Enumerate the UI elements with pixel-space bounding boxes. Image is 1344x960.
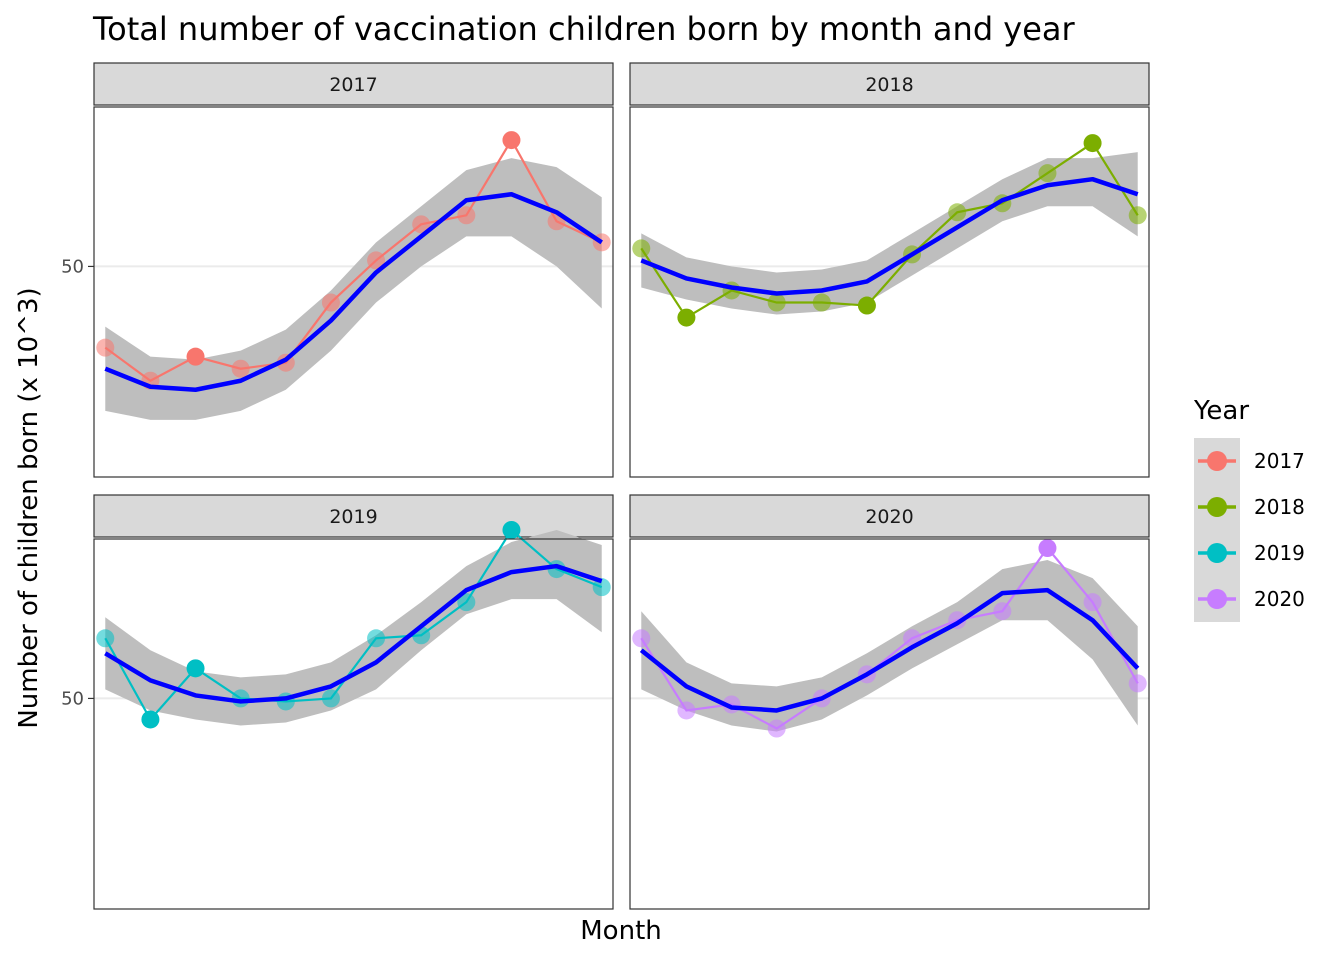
data-point <box>321 293 340 312</box>
series-line-2019 <box>104 528 603 722</box>
data-point <box>767 719 786 738</box>
facet-strip-label: 2019 <box>329 506 377 528</box>
data-point <box>457 593 476 612</box>
data-point <box>186 659 205 678</box>
facet-strip-label: 2018 <box>865 74 913 96</box>
data-point <box>412 215 431 234</box>
data-point <box>1128 206 1147 225</box>
panel-border <box>93 538 614 910</box>
facet-strip-2020 <box>629 494 1150 538</box>
chart-title: Total number of vaccination children bor… <box>92 10 1076 48</box>
legend-key-point <box>1207 451 1227 471</box>
facet-strip-label: 2017 <box>329 74 377 96</box>
data-point <box>677 701 696 720</box>
data-point <box>367 629 386 648</box>
data-point <box>1083 593 1102 612</box>
data-point <box>677 308 696 327</box>
data-point <box>96 338 115 357</box>
data-point <box>1128 674 1147 693</box>
legend-key-point <box>1207 497 1227 517</box>
facet-panels: 2017 50 2018 2019 50 2020 <box>61 62 1150 910</box>
data-point <box>632 629 651 648</box>
legend-key-point <box>1207 543 1227 563</box>
panel-border <box>629 106 1150 478</box>
data-point <box>367 251 386 270</box>
panel-2017: 2017 50 <box>61 62 614 478</box>
data-point <box>857 296 876 315</box>
legend-label: 2017 <box>1254 449 1305 473</box>
data-point <box>1038 164 1057 183</box>
confidence-band <box>641 152 1138 315</box>
data-point <box>96 629 115 648</box>
legend-title: Year <box>1193 396 1249 426</box>
data-point <box>812 293 831 312</box>
data-point <box>1083 134 1102 153</box>
y-tick-label: 50 <box>61 256 84 277</box>
smoothed-trend-line <box>639 587 1140 713</box>
facet-strip-2018 <box>629 62 1150 106</box>
panel-2018: 2018 <box>629 62 1150 478</box>
y-tick-label: 50 <box>61 688 84 709</box>
data-point <box>502 520 521 539</box>
data-point <box>457 206 476 225</box>
confidence-band <box>641 560 1138 732</box>
facet-strip-2017 <box>93 62 614 106</box>
x-axis-title: Month <box>580 916 662 946</box>
confidence-band <box>105 158 602 420</box>
data-point <box>948 203 967 222</box>
smoothed-trend-line <box>104 191 603 393</box>
data-point <box>632 239 651 258</box>
legend-label: 2019 <box>1254 541 1305 565</box>
data-point <box>502 131 521 150</box>
data-point <box>767 293 786 312</box>
panel-2020: 2020 <box>629 494 1150 910</box>
panel-background <box>94 539 613 909</box>
facet-strip-2019 <box>93 494 614 538</box>
data-point <box>1038 539 1057 558</box>
legend-item-2020: 2020 <box>1198 587 1305 611</box>
legend-key-point <box>1207 589 1227 609</box>
data-point <box>592 578 611 597</box>
legend-label: 2020 <box>1254 587 1305 611</box>
legend: Year 2017 2018 2019 2020 <box>1193 396 1305 622</box>
data-point <box>141 710 160 729</box>
y-axis-title: Number of children born (x 10^3) <box>14 287 44 728</box>
confidence-band <box>105 529 602 726</box>
smoothed-trend-line <box>640 176 1139 296</box>
legend-item-2017: 2017 <box>1198 449 1305 473</box>
facet-strip-label: 2020 <box>865 506 913 528</box>
data-point <box>186 347 205 366</box>
data-point <box>321 689 340 708</box>
panel-border <box>629 538 1150 910</box>
data-point <box>231 359 250 378</box>
legend-label: 2018 <box>1254 495 1305 519</box>
panel-2019: 2019 50 <box>61 494 614 910</box>
smoothed-trend-line <box>104 563 603 704</box>
legend-item-2019: 2019 <box>1198 541 1305 565</box>
legend-item-2018: 2018 <box>1198 495 1305 519</box>
data-point <box>993 602 1012 621</box>
panel-border <box>93 106 614 478</box>
